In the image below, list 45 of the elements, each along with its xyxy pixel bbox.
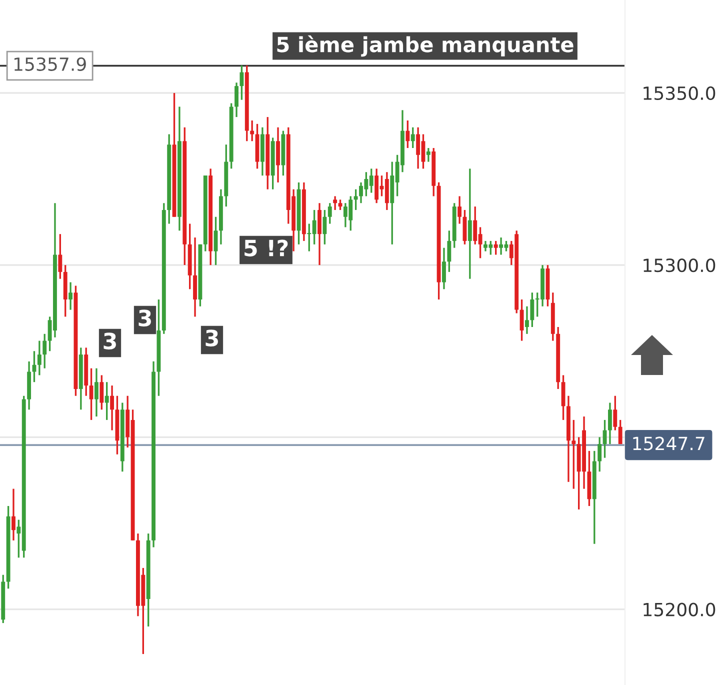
candlestick	[234, 82, 238, 118]
y-tick-label: 15300.0	[644, 258, 716, 272]
candlestick	[410, 126, 415, 149]
candlestick	[100, 374, 104, 410]
candlestick	[608, 402, 612, 445]
annotation: 3	[138, 310, 151, 326]
annotation: 5 ième jambe manquante	[277, 35, 574, 57]
candlestick	[42, 333, 47, 370]
candlestick	[110, 384, 114, 432]
candlestick	[572, 419, 576, 490]
candlestick	[322, 209, 327, 246]
candlestick	[458, 195, 462, 225]
annotation: 3	[104, 332, 116, 350]
candlestick	[406, 120, 410, 149]
ref-line-label: 15357.9	[14, 57, 86, 71]
candlestick	[240, 64, 244, 101]
candlestick	[426, 147, 430, 163]
candlestick	[354, 188, 358, 211]
y-tick-label: 15350.0	[644, 86, 716, 100]
candlestick	[333, 195, 338, 211]
candlestick	[525, 306, 529, 335]
candlestick	[32, 350, 36, 383]
candlestick	[447, 230, 452, 273]
candlestick	[37, 340, 42, 376]
candlestick	[58, 233, 62, 280]
annotation: 5 !?	[244, 240, 288, 256]
candlestick	[530, 292, 534, 328]
candlestick	[89, 367, 94, 421]
candlestick	[94, 367, 98, 418]
candlestick	[520, 298, 524, 342]
candlestick	[613, 395, 618, 432]
candlestick	[338, 198, 342, 211]
annotation: 3	[206, 330, 218, 346]
candlestick	[468, 168, 472, 280]
candlestick	[68, 281, 73, 311]
ref-line-label: 15247.7	[633, 436, 704, 450]
candlestick	[12, 488, 16, 542]
y-tick-label: 15200.0	[644, 602, 716, 616]
candlestick	[442, 247, 446, 290]
candlestick	[598, 436, 602, 472]
candlestick	[328, 202, 332, 225]
candlestick	[214, 216, 218, 266]
candlestick	[494, 240, 498, 256]
candlestick	[104, 381, 109, 421]
candlestick	[618, 419, 622, 445]
